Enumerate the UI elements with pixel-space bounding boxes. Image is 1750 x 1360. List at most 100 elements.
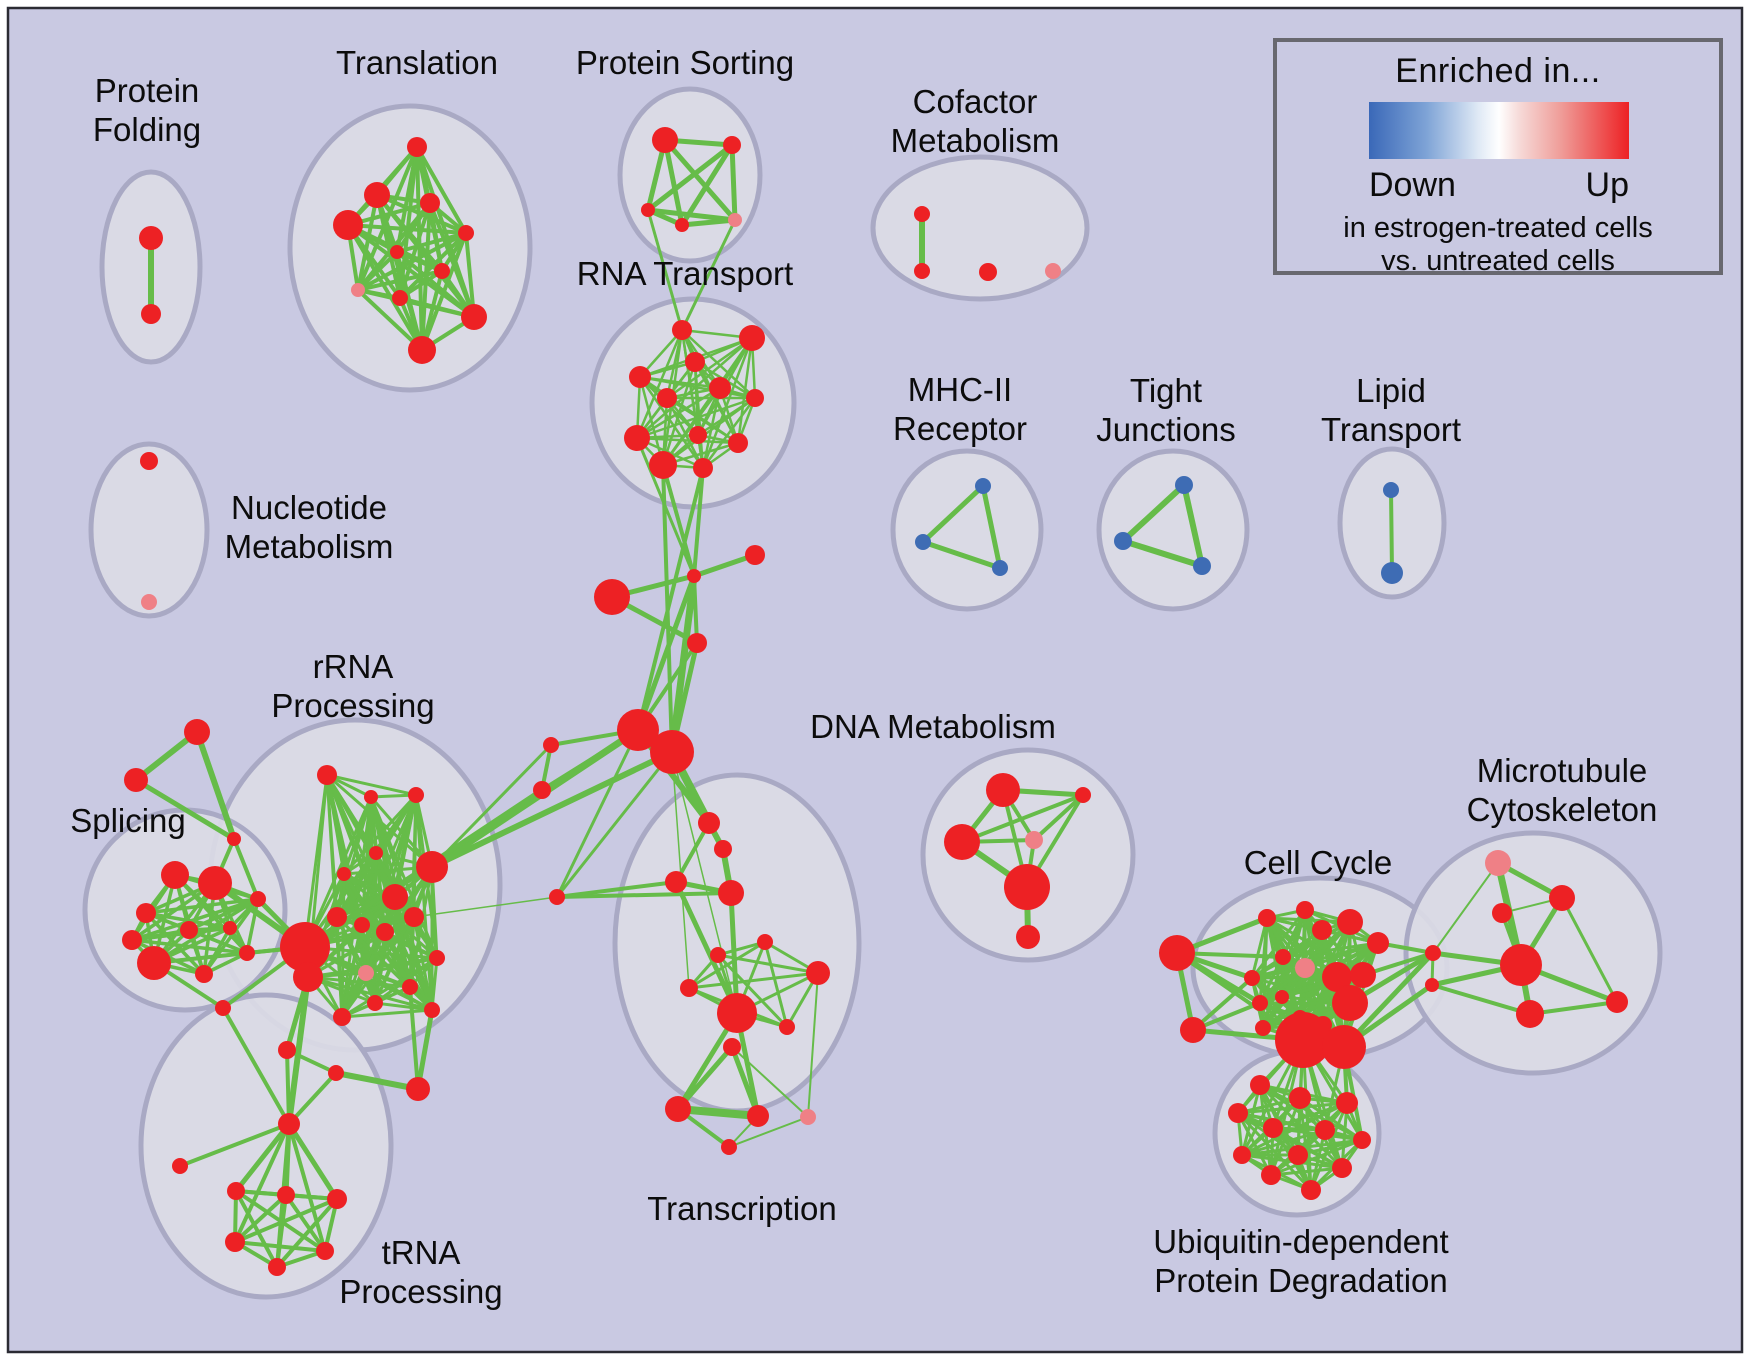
node-m6: [1606, 991, 1628, 1013]
edge: [638, 375, 665, 467]
edge: [675, 1044, 735, 1112]
node-tr10: [779, 1019, 795, 1035]
node-x2: [328, 1065, 344, 1081]
node-t3: [420, 193, 440, 213]
cluster-ellipse-cofactor-metabolism: [870, 154, 1090, 302]
cluster-label-cofactor-metabolism: Cofactor: [913, 83, 1038, 120]
edge: [728, 890, 740, 1016]
edge: [284, 1193, 327, 1253]
node-t5: [390, 245, 404, 259]
node-u12: [1301, 1180, 1321, 1200]
cluster-label-translation: Translation: [336, 44, 498, 81]
edge: [671, 751, 690, 989]
node-nm1: [140, 452, 158, 470]
node-t6: [458, 225, 474, 241]
node-rt6: [709, 377, 731, 399]
edge: [287, 1122, 327, 1253]
cluster-label-lipid-transport: Transport: [1321, 411, 1461, 448]
edge: [1240, 1128, 1327, 1157]
node-sp9: [239, 945, 255, 961]
node-s3: [227, 832, 241, 846]
edge: [335, 915, 377, 1005]
node-rr18: [215, 1000, 231, 1016]
legend-caption-line1: in estrogen-treated cells: [1343, 212, 1653, 244]
cluster-label-nucleotide-metabolism: Metabolism: [225, 528, 394, 565]
node-rr6: [337, 867, 351, 881]
node-sp8: [195, 965, 213, 983]
node-x1: [278, 1041, 296, 1059]
edge: [665, 396, 705, 470]
edge: [464, 231, 476, 319]
cluster-label-tight-junctions: Tight: [1130, 372, 1202, 409]
edge: [662, 137, 685, 228]
edge: [356, 250, 399, 292]
edge: [356, 231, 468, 292]
node-rt4: [629, 366, 651, 388]
node-ps1: [652, 127, 678, 153]
node-rr16: [333, 1008, 351, 1026]
node-tr15: [721, 1139, 737, 1155]
cluster-label-trna-processing: Processing: [339, 1273, 502, 1310]
edge: [408, 985, 420, 1091]
node-cf2: [914, 263, 930, 279]
edge: [763, 940, 789, 1029]
node-rt3: [685, 352, 705, 372]
node-n2: [533, 781, 551, 799]
node-u10: [1332, 1158, 1352, 1178]
edge: [340, 1008, 434, 1019]
node-rr12: [358, 965, 374, 981]
node-rt9: [689, 426, 707, 444]
node-sp3: [136, 903, 156, 923]
node-d5: [1004, 864, 1050, 910]
node-cc3: [1312, 920, 1332, 940]
edge: [306, 975, 412, 989]
edge: [133, 777, 237, 842]
node-pf1: [139, 226, 163, 250]
edge: [342, 793, 418, 876]
edge: [736, 336, 754, 445]
node-u4: [1228, 1103, 1248, 1123]
edge: [920, 539, 1003, 571]
edge: [687, 940, 767, 990]
node-tr13: [747, 1105, 769, 1127]
node-u3: [1336, 1092, 1358, 1114]
node-tn7: [268, 1258, 286, 1276]
node-rr13: [429, 950, 445, 966]
node-sp2: [198, 866, 232, 900]
node-c3: [745, 545, 765, 565]
edge: [1032, 793, 1085, 842]
cluster-label-ubiquitin-degradation: Protein Degradation: [1154, 1262, 1448, 1299]
edge: [635, 328, 684, 440]
node-cf3: [979, 263, 997, 281]
node-sp4: [180, 921, 198, 939]
node-t9: [392, 290, 408, 306]
edge: [673, 879, 740, 1016]
edge: [701, 336, 754, 470]
node-cc1: [1258, 909, 1276, 927]
edge: [428, 726, 642, 871]
cluster-label-dna-metabolism: DNA Metabolism: [810, 708, 1056, 745]
node-sp1: [161, 861, 189, 889]
edge: [346, 223, 468, 235]
node-cc17: [1255, 1020, 1271, 1036]
edge: [1236, 1101, 1349, 1115]
edge: [413, 896, 558, 918]
edge: [1430, 983, 1532, 1016]
node-m5: [1516, 1000, 1544, 1028]
node-u8: [1233, 1146, 1251, 1164]
node-rr5: [416, 851, 448, 883]
cluster-ellipse-nucleotide-metabolism: [88, 441, 210, 619]
node-rt5: [657, 388, 677, 408]
legend-caption-line2: vs. untreated cells: [1381, 245, 1615, 277]
node-u5: [1263, 1118, 1283, 1138]
legend-up-label: Up: [1585, 166, 1629, 204]
node-s2: [124, 768, 148, 792]
node-cc8: [1295, 958, 1315, 978]
edge: [680, 218, 737, 332]
edge: [356, 145, 419, 292]
node-cc6: [1244, 970, 1260, 986]
node-tr3: [665, 871, 687, 893]
node-rr14: [402, 979, 418, 995]
cluster-label-rrna-processing: rRNA: [313, 648, 394, 685]
